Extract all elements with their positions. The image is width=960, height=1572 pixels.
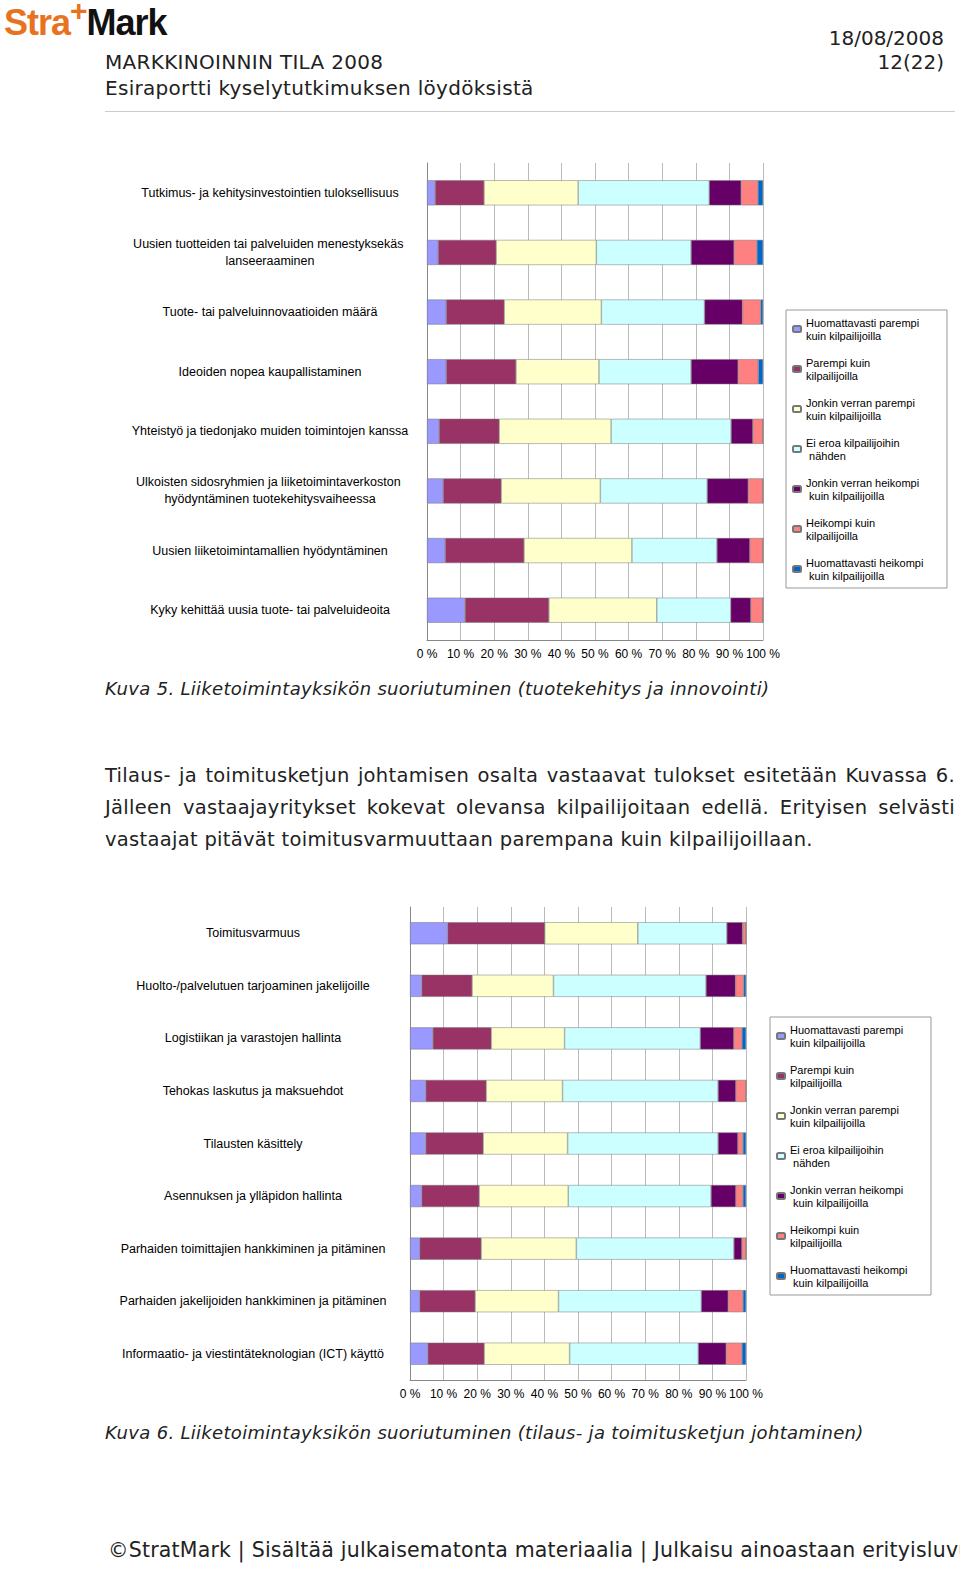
svg-text:70 %: 70 % — [649, 647, 677, 661]
svg-text:Jonkin verran parempi: Jonkin verran parempi — [806, 397, 918, 409]
svg-text:Tutkimus- ja kehitysinvestoint: Tutkimus- ja kehitysinvestointien tuloks… — [141, 186, 398, 200]
html-text:Kuva 5. Liiketoimintayksikön s: Kuva 5. Liiketoimintayksikön suoriutumin… — [105, 678, 770, 699]
svg-text:0 %: 0 % — [417, 647, 438, 661]
svg-text:0 %: 0 % — [400, 1387, 421, 1401]
svg-text:kuin kilpailijoilla: kuin kilpailijoilla — [790, 1037, 866, 1049]
html-text:12(22): 12(22) — [877, 50, 944, 74]
svg-text:100 %: 100 % — [729, 1387, 763, 1401]
svg-text:Tilausten käsittely: Tilausten käsittely — [204, 1137, 304, 1151]
svg-text:Tuote- tai palveluinnovaatioid: Tuote- tai palveluinnovaatioiden määrä — [163, 305, 378, 319]
svg-text:Ulkoisten sidosryhmien ja liik: Ulkoisten sidosryhmien ja liiketoimintav… — [136, 475, 404, 489]
svg-text:kilpailijoilla: kilpailijoilla — [790, 1237, 843, 1249]
svg-text:Huomattavasti parempi: Huomattavasti parempi — [806, 317, 922, 329]
svg-text:100 %: 100 % — [746, 647, 780, 661]
svg-text:60 %: 60 % — [598, 1387, 626, 1401]
svg-text:50 %: 50 % — [564, 1387, 592, 1401]
svg-text:Jonkin verran heikompi: Jonkin verran heikompi — [790, 1184, 903, 1196]
svg-text:20 %: 20 % — [481, 647, 509, 661]
svg-text:Toimitusvarmuus: Toimitusvarmuus — [206, 926, 300, 940]
svg-text:kuin kilpailijoilla: kuin kilpailijoilla — [806, 490, 885, 502]
svg-text:kilpailijoilla: kilpailijoilla — [806, 370, 859, 382]
svg-text:kuin kilpailijoilla: kuin kilpailijoilla — [790, 1197, 869, 1209]
svg-text:nähden: nähden — [790, 1157, 830, 1169]
svg-text:Huomattavasti heikompi: Huomattavasti heikompi — [806, 557, 923, 569]
svg-text:Ei eroa kilpailijoihin: Ei eroa kilpailijoihin — [790, 1144, 884, 1156]
svg-text:Uusien liiketoimintamallien hy: Uusien liiketoimintamallien hyödyntämine… — [152, 544, 388, 558]
html-text:MARKKINOINNIN TILA 2008: MARKKINOINNIN TILA 2008 — [105, 50, 384, 74]
svg-text:kilpailijoilla: kilpailijoilla — [806, 530, 859, 542]
svg-text:Uusien tuotteiden tai palvelui: Uusien tuotteiden tai palveluiden menest… — [133, 237, 407, 251]
svg-text:Heikompi kuin: Heikompi kuin — [806, 517, 878, 529]
svg-text:30 %: 30 % — [514, 647, 542, 661]
svg-text:20 %: 20 % — [464, 1387, 492, 1401]
svg-text:kuin kilpailijoilla: kuin kilpailijoilla — [790, 1277, 869, 1289]
svg-text:70 %: 70 % — [632, 1387, 660, 1401]
svg-text:50 %: 50 % — [581, 647, 609, 661]
svg-text:Asennuksen ja ylläpidon hallin: Asennuksen ja ylläpidon hallinta — [164, 1189, 342, 1203]
svg-text:kuin kilpailijoilla: kuin kilpailijoilla — [806, 410, 882, 422]
html-text:18/08/2008: 18/08/2008 — [828, 26, 944, 50]
svg-text:30 %: 30 % — [497, 1387, 525, 1401]
svg-text:Ideoiden nopea kaupallistamine: Ideoiden nopea kaupallistaminen — [179, 365, 362, 379]
svg-text:80 %: 80 % — [682, 647, 710, 661]
svg-text:Parempi kuin: Parempi kuin — [790, 1064, 857, 1076]
svg-text:Parhaiden toimittajien hankkim: Parhaiden toimittajien hankkiminen ja pi… — [121, 1242, 386, 1256]
svg-text:Parhaiden jakelijoiden hankkim: Parhaiden jakelijoiden hankkiminen ja pi… — [120, 1294, 387, 1308]
svg-text:kilpailijoilla: kilpailijoilla — [790, 1077, 843, 1089]
svg-text:nähden: nähden — [806, 450, 846, 462]
svg-text:Heikompi kuin: Heikompi kuin — [790, 1224, 862, 1236]
svg-text:Huolto-/palvelutuen tarjoamine: Huolto-/palvelutuen tarjoaminen jakelijo… — [136, 979, 370, 993]
svg-text:Jonkin verran heikompi: Jonkin verran heikompi — [806, 477, 919, 489]
svg-text:Logistiikan ja varastojen hall: Logistiikan ja varastojen hallinta — [165, 1031, 342, 1045]
svg-text:Huomattavasti heikompi: Huomattavasti heikompi — [790, 1264, 907, 1276]
svg-text:Ei eroa kilpailijoihin: Ei eroa kilpailijoihin — [806, 437, 900, 449]
svg-text:Huomattavasti parempi: Huomattavasti parempi — [790, 1024, 906, 1036]
html-text:Tilaus- ja toimitusketjun joht: Tilaus- ja toimitusketjun johtamisen osa… — [105, 764, 955, 851]
svg-text:90 %: 90 % — [716, 647, 744, 661]
svg-text:10 %: 10 % — [430, 1387, 458, 1401]
svg-text:kuin kilpailijoilla: kuin kilpailijoilla — [806, 330, 882, 342]
svg-text:90 %: 90 % — [699, 1387, 727, 1401]
svg-text:Kyky kehittää uusia tuote- tai: Kyky kehittää uusia tuote- tai palveluid… — [150, 603, 390, 617]
svg-text:Parempi kuin: Parempi kuin — [806, 357, 873, 369]
svg-text:Informaatio- ja viestintätekno: Informaatio- ja viestintäteknologian (IC… — [122, 1347, 384, 1361]
svg-text:hyödyntäminen tuotekehitysvaih: hyödyntäminen tuotekehitysvaiheessa — [164, 492, 375, 506]
svg-text:lanseeraaminen: lanseeraaminen — [226, 254, 315, 268]
svg-text:40 %: 40 % — [531, 1387, 559, 1401]
svg-text:Tehokas laskutus ja maksuehdot: Tehokas laskutus ja maksuehdot — [163, 1084, 344, 1098]
html-text:Esiraportti kyselytutkimuksen: Esiraportti kyselytutkimuksen löydöksist… — [105, 76, 534, 100]
html-text:Mark: Mark — [86, 2, 167, 43]
svg-text:80 %: 80 % — [665, 1387, 693, 1401]
svg-text:10 %: 10 % — [447, 647, 475, 661]
svg-text:Yhteistyö ja tiedonjako muiden: Yhteistyö ja tiedonjako muiden toimintoj… — [132, 424, 409, 438]
svg-text:kuin kilpailijoilla: kuin kilpailijoilla — [790, 1117, 866, 1129]
html-text:Kuva 6. Liiketoimintayksikön s: Kuva 6. Liiketoimintayksikön suoriutumin… — [105, 1422, 864, 1443]
html-text:Stra: Stra — [4, 2, 70, 43]
svg-text:40 %: 40 % — [548, 647, 576, 661]
svg-text:Jonkin verran parempi: Jonkin verran parempi — [790, 1104, 902, 1116]
svg-text:60 %: 60 % — [615, 647, 643, 661]
svg-text:kuin kilpailijoilla: kuin kilpailijoilla — [806, 570, 885, 582]
